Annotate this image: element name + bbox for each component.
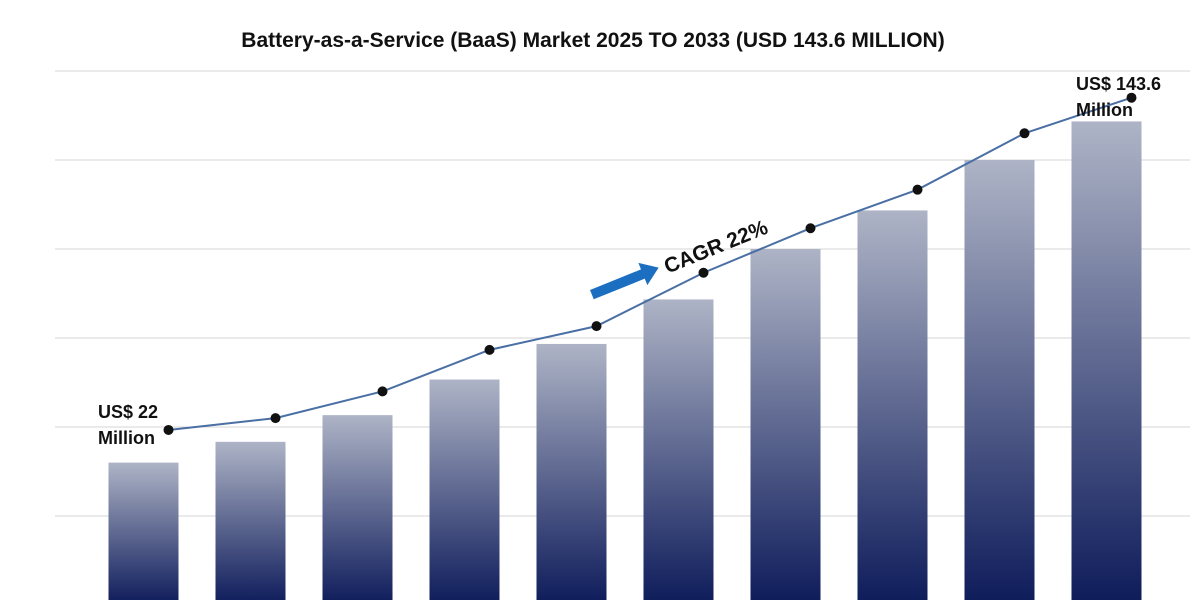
line-point	[912, 184, 923, 195]
line-point	[805, 223, 816, 234]
line-point	[698, 267, 709, 278]
annotation: US$ 143.6	[1076, 74, 1161, 94]
annotation: US$ 22	[98, 402, 158, 422]
bar	[108, 462, 179, 600]
annotation: Million	[98, 428, 155, 448]
bar	[536, 343, 607, 600]
line-point	[1126, 92, 1137, 103]
bar	[322, 415, 393, 600]
bar	[643, 299, 714, 600]
chart-title: Battery-as-a-Service (BaaS) Market 2025 …	[241, 29, 944, 52]
line-point	[591, 321, 602, 332]
bar	[215, 441, 286, 600]
bar	[1071, 121, 1142, 600]
annotation: Million	[1076, 100, 1133, 120]
line	[168, 96, 1132, 431]
line-point	[1019, 128, 1030, 139]
cagr-group: CAGR 22%	[590, 216, 771, 300]
line-point	[163, 424, 174, 435]
cagr-arrow	[590, 262, 659, 300]
line-point	[484, 344, 495, 355]
bar	[964, 160, 1035, 600]
line-point	[377, 386, 388, 397]
line-point	[270, 413, 281, 424]
bar	[857, 210, 928, 600]
bar	[750, 249, 821, 600]
bar	[429, 379, 500, 600]
